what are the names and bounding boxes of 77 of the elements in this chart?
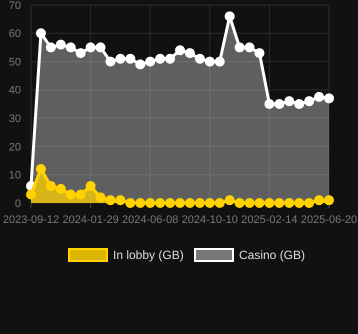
legend-label: In lobby (GB) (113, 248, 184, 262)
point (304, 198, 314, 208)
point (184, 48, 195, 58)
point (294, 198, 304, 208)
point (254, 48, 264, 58)
point (165, 198, 176, 208)
point (204, 198, 215, 208)
point (244, 198, 255, 208)
point (56, 184, 66, 194)
point (224, 195, 235, 206)
point (135, 59, 146, 70)
point (145, 198, 156, 208)
point (86, 42, 96, 52)
point (36, 28, 46, 38)
point (56, 40, 66, 50)
point (26, 190, 36, 200)
point (204, 56, 215, 67)
point (155, 198, 166, 208)
y-tick-label: 40 (8, 84, 21, 97)
point (184, 198, 195, 208)
legend-label: Casino (GB) (239, 248, 306, 262)
point (105, 56, 116, 67)
point (244, 42, 255, 52)
point (274, 198, 284, 208)
y-tick-label: 60 (8, 28, 21, 40)
point (264, 99, 274, 109)
point (66, 42, 76, 52)
point (135, 198, 146, 208)
point (314, 92, 324, 102)
point (284, 96, 294, 106)
point (294, 99, 304, 109)
point (46, 181, 56, 192)
point (304, 96, 314, 106)
y-tick-label: 70 (8, 0, 21, 12)
point (115, 195, 126, 206)
point (36, 164, 46, 174)
point (76, 48, 86, 58)
point (125, 54, 136, 64)
x-tick-label: 2024-01-29 (62, 214, 119, 226)
y-tick-label: 10 (8, 170, 21, 182)
point (96, 192, 106, 202)
point (254, 198, 264, 208)
x-tick-label: 2025-02-14 (241, 214, 298, 226)
point (145, 56, 156, 67)
point (224, 11, 235, 22)
point (324, 195, 334, 206)
point (96, 42, 106, 52)
y-tick-label: 50 (8, 56, 21, 68)
point (314, 195, 324, 206)
point (155, 54, 166, 64)
point (125, 198, 136, 208)
point (175, 45, 185, 56)
point (234, 42, 245, 52)
point (214, 56, 225, 67)
point (165, 54, 176, 64)
y-tick-label: 0 (14, 198, 21, 210)
point (264, 198, 274, 208)
point (194, 198, 205, 208)
point (115, 54, 126, 64)
point (175, 198, 185, 208)
point (324, 93, 334, 104)
point (274, 99, 284, 109)
y-tick-label: 20 (8, 141, 21, 154)
point (234, 198, 245, 208)
y-tick-label: 30 (8, 112, 21, 125)
point (214, 198, 225, 208)
point (194, 54, 205, 64)
point (86, 181, 96, 192)
x-tick-label: 2025-06-20 (300, 214, 358, 226)
point (284, 198, 294, 208)
point (66, 190, 76, 200)
point (76, 190, 86, 200)
point (105, 195, 116, 206)
x-tick-label: 2024-06-08 (122, 214, 178, 226)
x-tick-label: 2023-09-12 (2, 214, 60, 226)
x-tick-label: 2024-10-10 (182, 214, 238, 226)
point (46, 42, 56, 52)
